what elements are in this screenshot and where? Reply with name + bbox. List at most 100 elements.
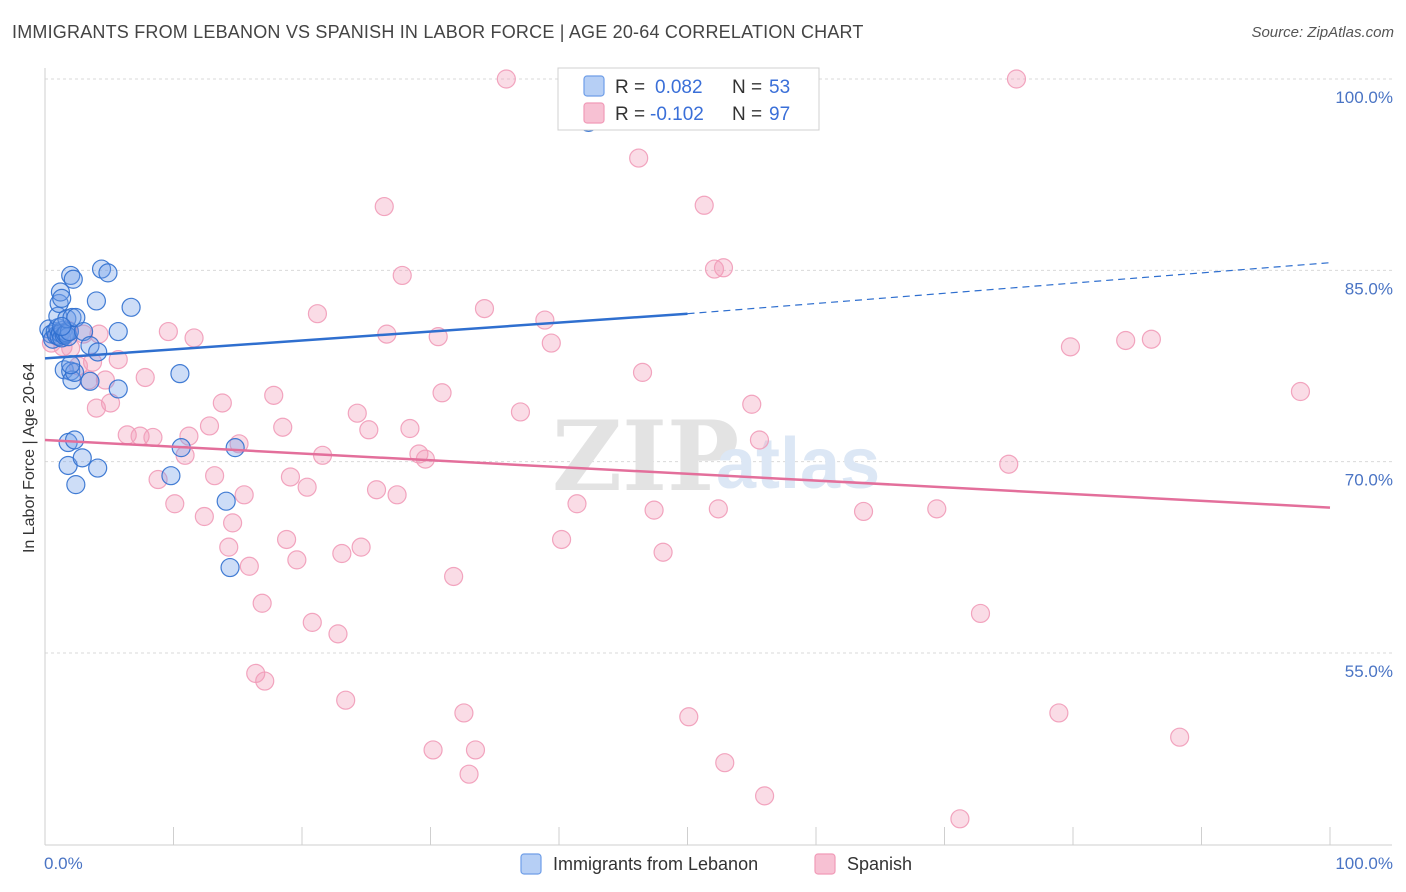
- spanish-point: [336, 690, 356, 710]
- spanish-point: [694, 195, 714, 215]
- spanish-point: [535, 310, 555, 330]
- spanish-point: [165, 494, 185, 514]
- spanish-point: [629, 148, 649, 168]
- spanish-point: [366, 480, 387, 500]
- spanish-point: [223, 513, 243, 533]
- trend-lines: [44, 262, 1331, 509]
- spanish-point: [194, 506, 214, 527]
- legend-r-value: -0.102: [650, 104, 704, 125]
- legend-n-label: N =: [732, 77, 762, 98]
- spanish-point: [754, 786, 775, 806]
- spanish-point: [474, 299, 495, 319]
- bottom-legend-swatch-lebanon: [520, 853, 542, 875]
- legend-r-label: R =: [615, 77, 645, 98]
- spanish-point: [351, 537, 371, 557]
- spanish-point: [704, 259, 725, 279]
- spanish-point: [276, 529, 297, 550]
- spanish-point: [184, 328, 204, 348]
- spanish-point: [541, 333, 561, 353]
- lebanon-trend-line: [44, 312, 688, 360]
- legend: R = 0.082 N = 53 R = -0.102 N = 97: [557, 67, 820, 131]
- spanish-point: [454, 703, 474, 723]
- spanish-point: [679, 707, 699, 727]
- legend-n-value: 97: [769, 104, 790, 125]
- y-tick-label: 55.0%: [1345, 662, 1393, 681]
- spanish-point: [135, 367, 155, 388]
- spanish-point: [229, 434, 249, 454]
- spanish-point: [359, 420, 379, 440]
- legend-n-value: 53: [769, 77, 790, 98]
- spanish-point: [632, 362, 653, 382]
- spanish-point: [212, 393, 232, 413]
- y-tick-labels: 100.0% 85.0% 70.0% 55.0%: [1335, 88, 1393, 681]
- spanish-point: [551, 529, 572, 550]
- watermark-zip: ZIP: [552, 400, 739, 513]
- bottom-legend-label-lebanon: Immigrants from Lebanon: [553, 854, 758, 874]
- spanish-point: [510, 402, 531, 422]
- y-tick-label: 70.0%: [1345, 471, 1393, 490]
- lebanon-point: [98, 263, 118, 283]
- spanish-point: [444, 566, 464, 587]
- spanish-point: [715, 753, 735, 773]
- lebanon-point: [72, 448, 92, 468]
- spanish-point: [1006, 69, 1027, 89]
- spanish-point: [853, 501, 874, 522]
- y-tick-label: 100.0%: [1335, 88, 1393, 107]
- spanish-point: [143, 427, 163, 448]
- spanish-point: [749, 430, 770, 450]
- lebanon-point: [220, 557, 240, 578]
- lebanon-point: [225, 438, 245, 458]
- lebanon-point: [88, 458, 108, 478]
- lebanon-point: [170, 364, 190, 384]
- x-tick-label: 0.0%: [44, 854, 83, 873]
- legend-r-label: R =: [615, 104, 645, 125]
- spanish-point: [1141, 329, 1161, 349]
- spanish-point: [205, 466, 225, 486]
- watermark-atlas: atlas: [716, 424, 880, 504]
- lebanon-point: [108, 379, 128, 399]
- spanish-point: [82, 352, 103, 372]
- spanish-point: [302, 612, 322, 632]
- spanish-point: [86, 398, 107, 418]
- spanish-point: [255, 671, 275, 691]
- lebanon-point: [86, 291, 107, 311]
- spanish-point: [742, 394, 762, 414]
- bottom-legend-label-spanish: Spanish: [847, 854, 912, 874]
- lebanon-point: [216, 491, 236, 511]
- spanish-point: [708, 499, 728, 519]
- spanish-point: [423, 740, 443, 760]
- spanish-point: [567, 494, 587, 514]
- spanish-point: [273, 417, 293, 437]
- spanish-point: [148, 469, 168, 490]
- spanish-point: [287, 550, 307, 570]
- bottom-legend: Immigrants from Lebanon Spanish: [520, 853, 912, 875]
- spanish-point: [264, 385, 284, 405]
- lebanon-point: [52, 316, 72, 337]
- spanish-point: [234, 485, 254, 505]
- y-axis-label: In Labor Force | Age 20-64: [21, 363, 38, 553]
- lebanon-point: [52, 288, 72, 308]
- lebanon-point: [121, 297, 141, 317]
- spanish-point: [1290, 381, 1311, 402]
- lebanon-point: [52, 328, 72, 348]
- spanish-point: [1060, 337, 1081, 357]
- spanish-point: [307, 304, 328, 324]
- spanish-point: [459, 764, 479, 784]
- lebanon-point: [63, 269, 83, 289]
- lebanon-point: [88, 342, 108, 362]
- spanish-point: [1049, 703, 1069, 723]
- spanish-trend-line: [44, 438, 1331, 509]
- y-tick-label: 85.0%: [1345, 279, 1393, 298]
- spanish-point: [392, 265, 412, 286]
- lebanon-point: [80, 371, 100, 391]
- spanish-point: [239, 556, 259, 576]
- spanish-point: [219, 537, 239, 557]
- spanish-point: [199, 416, 220, 436]
- x-tick-labels: 0.0% 100.0%: [44, 854, 1393, 873]
- spanish-point: [653, 542, 673, 562]
- axes: [44, 68, 1392, 846]
- chart-title: IMMIGRANTS FROM LEBANON VS SPANISH IN LA…: [12, 22, 864, 42]
- legend-r-value: 0.082: [655, 77, 703, 98]
- lebanon-point: [108, 321, 128, 342]
